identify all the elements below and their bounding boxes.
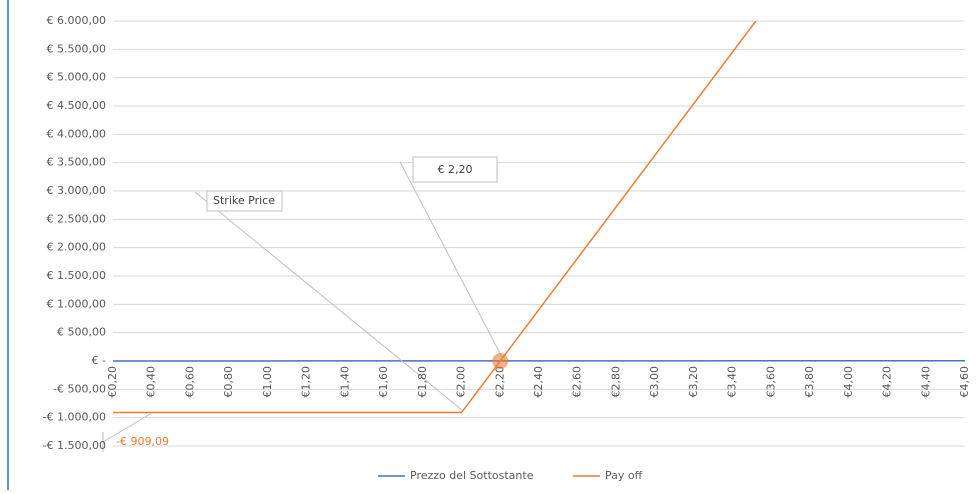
- x-tick-label: €0,20: [106, 366, 119, 398]
- highlight-point: [492, 353, 508, 369]
- y-tick-label: € 3.000,00: [47, 184, 106, 197]
- x-tick-label: €2,20: [493, 366, 506, 398]
- x-tick-label: €4,40: [919, 366, 932, 398]
- x-tick-label: €1,80: [416, 366, 429, 398]
- y-tick-label: € 500,00: [57, 326, 106, 339]
- y-tick-label: € 3.500,00: [47, 156, 106, 169]
- x-tick-label: €3,80: [803, 366, 816, 398]
- data-label: -€ 909,09: [116, 435, 169, 448]
- legend-label: Prezzo del Sottostante: [410, 469, 534, 482]
- y-tick-label: € 2.500,00: [47, 212, 106, 225]
- x-tick-label: €2,60: [571, 366, 584, 398]
- annotation: Strike Price: [213, 194, 275, 207]
- x-tick-label: €3,20: [687, 366, 700, 398]
- y-tick-label: € -: [92, 354, 106, 367]
- x-tick-label: €3,60: [764, 366, 777, 398]
- y-tick-label: € 5.000,00: [47, 71, 106, 84]
- y-tick-label: € 2.000,00: [47, 241, 106, 254]
- y-tick-label: -€ 1.500,00: [43, 439, 106, 452]
- y-tick-label: € 4.000,00: [47, 127, 106, 140]
- x-tick-label: €0,40: [145, 366, 158, 398]
- x-tick-label: €3,00: [648, 366, 661, 398]
- x-tick-label: €3,40: [726, 366, 739, 398]
- y-tick-label: -€ 1.000,00: [43, 411, 106, 424]
- x-tick-label: €1,00: [261, 366, 274, 398]
- y-tick-label: € 1.500,00: [47, 269, 106, 282]
- x-tick-label: €4,00: [842, 366, 855, 398]
- x-tick-label: €2,00: [455, 366, 468, 398]
- annotation: € 2,20: [438, 163, 473, 176]
- y-tick-label: € 5.500,00: [47, 42, 106, 55]
- legend-label: Pay off: [605, 469, 643, 482]
- leader-line: [400, 162, 503, 359]
- x-tick-label: €1,20: [300, 366, 313, 398]
- x-tick-label: €4,20: [881, 366, 894, 398]
- x-tick-label: €4,60: [958, 366, 971, 398]
- y-tick-label: -€ 500,00: [53, 382, 106, 395]
- x-tick-label: €0,60: [183, 366, 196, 398]
- x-tick-label: €1,40: [338, 366, 351, 398]
- y-tick-label: € 4.500,00: [47, 99, 106, 112]
- x-tick-label: €0,80: [222, 366, 235, 398]
- x-tick-label: €1,60: [377, 366, 390, 398]
- x-tick-label: €2,40: [532, 366, 545, 398]
- y-tick-label: € 1.000,00: [47, 297, 106, 310]
- y-tick-label: € 6.000,00: [47, 14, 106, 27]
- x-tick-label: €2,80: [609, 366, 622, 398]
